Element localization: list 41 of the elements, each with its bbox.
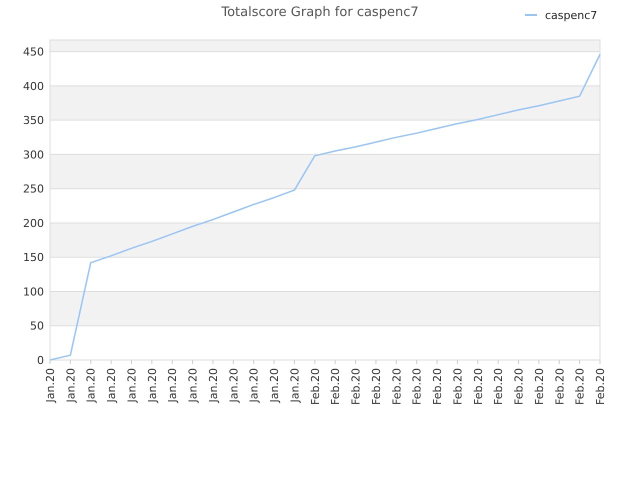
y-tick-label: 400 — [23, 80, 44, 93]
x-tick-label: Jan.20 — [105, 368, 118, 404]
x-tick-label: Feb.20 — [574, 368, 587, 405]
legend-label: caspenc7 — [545, 9, 598, 22]
y-tick-label: 0 — [37, 354, 44, 367]
y-tick-label: 350 — [23, 114, 44, 128]
x-tick-label: Feb.20 — [370, 368, 383, 405]
y-tick-label: 300 — [23, 148, 44, 162]
x-tick-label: Feb.20 — [451, 368, 464, 405]
y-tick-label: 150 — [23, 251, 44, 264]
x-tick-label: Feb.20 — [410, 368, 424, 405]
x-tick-label: Jan.20 — [166, 368, 180, 404]
y-tick-label: 50 — [30, 320, 44, 333]
x-tick-label: Feb.20 — [512, 368, 526, 405]
x-tick-label: Jan.20 — [44, 368, 57, 404]
line-series — [49, 54, 601, 361]
x-tick-label: Jan.20 — [288, 368, 302, 404]
x-tick-label: Feb.20 — [532, 368, 546, 405]
x-tick-label: Feb.20 — [553, 368, 566, 405]
x-tick-label: Feb.20 — [492, 368, 506, 405]
x-tick-label: Jan.20 — [146, 368, 159, 404]
y-tick-label: 200 — [23, 216, 44, 230]
x-tick-label: Feb.20 — [472, 368, 485, 405]
x-tick-label: Jan.20 — [84, 368, 98, 404]
x-tick-label: Jan.20 — [64, 368, 78, 404]
x-tick-label: Feb.20 — [350, 368, 363, 405]
x-tick-label: Feb.20 — [308, 368, 322, 405]
x-tick-label: Jan.20 — [248, 368, 261, 404]
x-tick-label: Feb.20 — [390, 368, 404, 405]
x-tick-label: Jan.20 — [125, 368, 138, 404]
x-tick-label: Jan.20 — [206, 368, 220, 404]
x-tick-label: Jan.20 — [227, 368, 240, 404]
y-tick-label: 100 — [23, 285, 44, 298]
chart-title: Totalscore Graph for caspenc7 — [220, 5, 419, 20]
x-tick-label: Jan.20 — [268, 368, 282, 404]
x-tick-label: Jan.20 — [186, 368, 200, 404]
x-tick-label: Feb.20 — [329, 368, 342, 405]
y-tick-label: 450 — [23, 46, 44, 59]
x-tick-label: Feb.20 — [431, 368, 444, 405]
x-tick-label: Feb.20 — [594, 368, 607, 405]
y-tick-label: 250 — [23, 182, 44, 196]
